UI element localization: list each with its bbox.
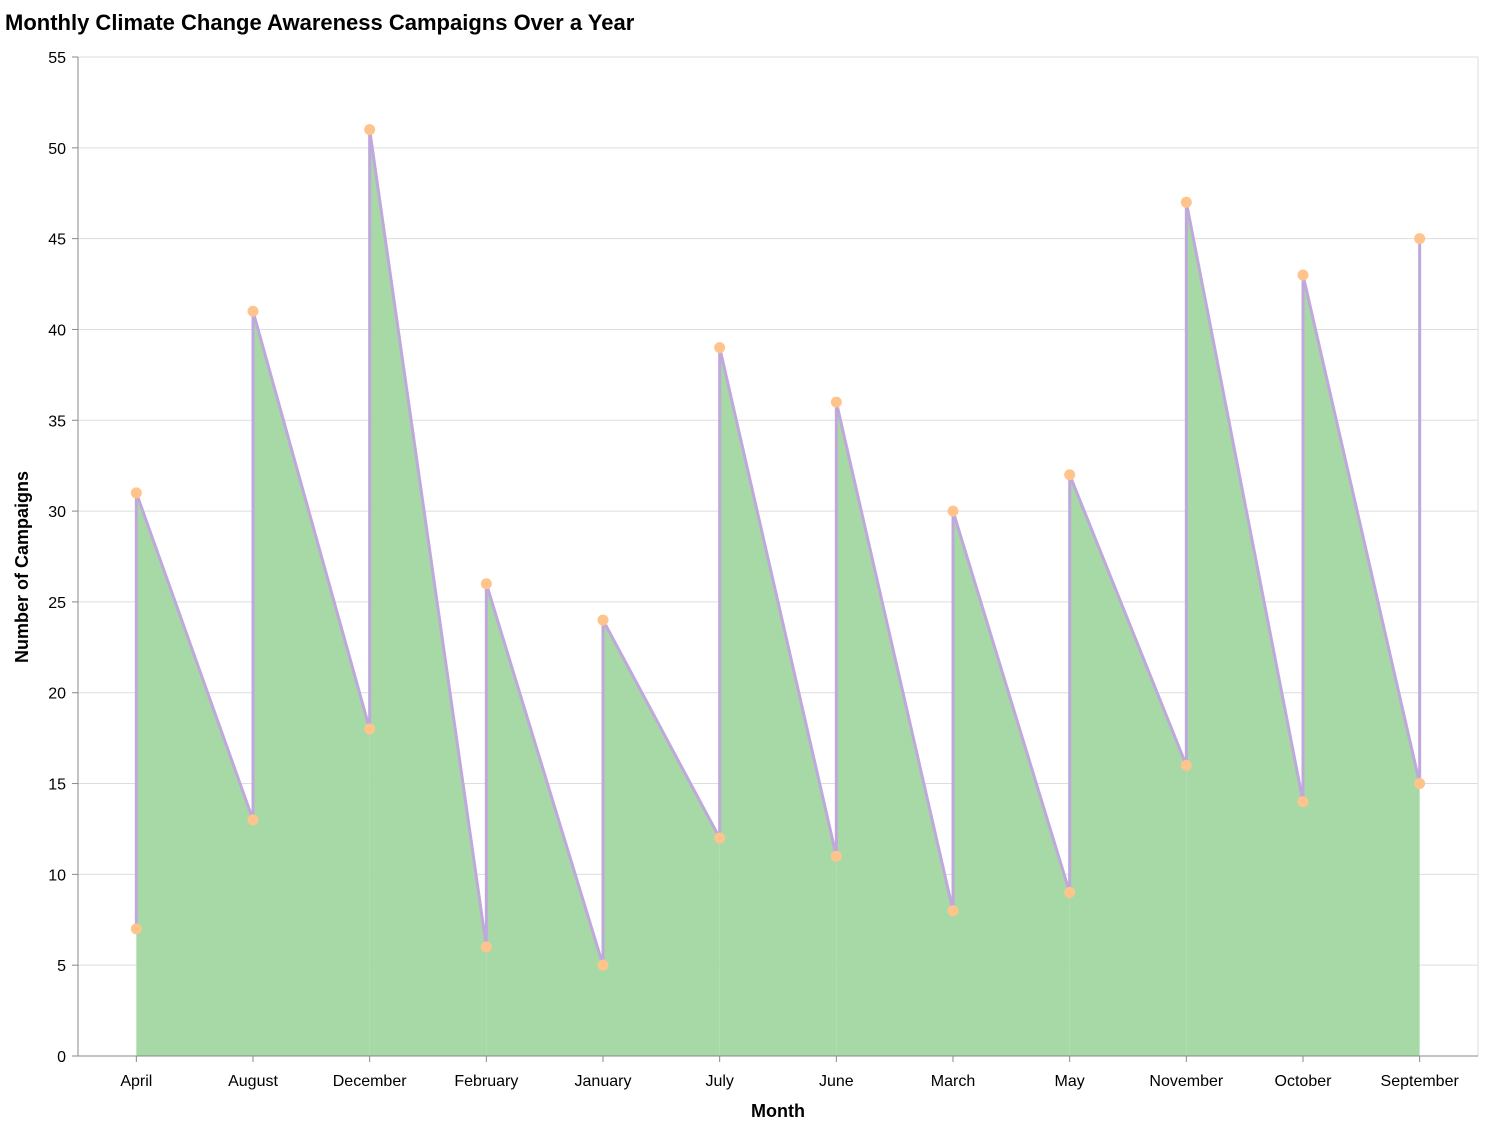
y-tick-label: 25 <box>48 595 66 612</box>
area-segment <box>603 620 720 1056</box>
x-tick-label: December <box>333 1073 407 1090</box>
x-tick-label: May <box>1055 1073 1085 1090</box>
data-point <box>1180 759 1192 771</box>
y-tick-label: 45 <box>48 232 66 249</box>
data-point <box>947 505 959 517</box>
y-tick-label: 35 <box>48 413 66 430</box>
y-tick-label: 0 <box>57 1049 66 1066</box>
data-point <box>247 305 259 317</box>
area-segment <box>1186 202 1303 1057</box>
area-segment <box>953 511 1070 1056</box>
area-series <box>136 129 1420 1057</box>
data-point <box>1414 233 1426 245</box>
data-point <box>1414 778 1426 790</box>
x-tick-label: March <box>931 1073 975 1090</box>
data-point <box>1180 196 1192 208</box>
x-axis-title: Month <box>751 1101 805 1121</box>
x-tick-label: April <box>120 1073 152 1090</box>
data-point <box>480 941 492 953</box>
y-axis-title: Number of Campaigns <box>12 471 32 663</box>
x-tick-label: October <box>1275 1073 1333 1090</box>
data-point <box>364 723 376 735</box>
data-point <box>480 578 492 590</box>
y-tick-label: 40 <box>48 322 66 339</box>
area-segment <box>1069 474 1187 1056</box>
series-line <box>134 129 1422 966</box>
data-point <box>830 850 842 862</box>
y-tick-label: 10 <box>48 867 66 884</box>
area-segment <box>719 347 837 1057</box>
data-point <box>947 905 959 917</box>
data-point <box>714 832 726 844</box>
area-segment <box>836 402 953 1056</box>
data-point <box>1297 796 1309 808</box>
data-point <box>130 487 142 499</box>
x-tick-label: September <box>1381 1073 1460 1090</box>
x-tick-label: January <box>575 1073 632 1090</box>
data-point <box>714 342 726 354</box>
x-tick-label: November <box>1149 1073 1223 1090</box>
chart-title: Monthly Climate Change Awareness Campaig… <box>5 10 635 35</box>
data-point <box>1064 469 1076 481</box>
area-segment <box>136 492 253 1057</box>
y-tick-label: 50 <box>48 141 66 158</box>
axes: 0 5 10 15 20 25 30 35 40 45 50 55 April August Decembe… <box>48 50 1478 1090</box>
y-tick-label: 15 <box>48 777 66 794</box>
data-point <box>130 923 142 935</box>
x-tick-label: June <box>819 1073 854 1090</box>
area-segment <box>1303 274 1420 1056</box>
data-point <box>597 614 609 626</box>
area-segment <box>253 311 370 1057</box>
data-point <box>1064 887 1076 899</box>
y-tick-label: 5 <box>57 958 66 975</box>
data-point <box>364 124 376 136</box>
data-point <box>1297 269 1309 281</box>
point-series <box>130 124 1426 971</box>
x-tick-label: February <box>454 1073 518 1090</box>
line-series <box>134 129 1422 966</box>
y-tick-label: 30 <box>48 504 66 521</box>
area-segment <box>369 129 487 1056</box>
data-point <box>830 396 842 408</box>
x-tick-label: July <box>705 1073 733 1090</box>
data-point <box>597 959 609 971</box>
x-tick-label: August <box>228 1073 278 1090</box>
y-tick-label: 20 <box>48 686 66 703</box>
y-tick-label: 55 <box>48 50 66 67</box>
data-point <box>247 814 259 826</box>
area-segment <box>486 583 603 1056</box>
